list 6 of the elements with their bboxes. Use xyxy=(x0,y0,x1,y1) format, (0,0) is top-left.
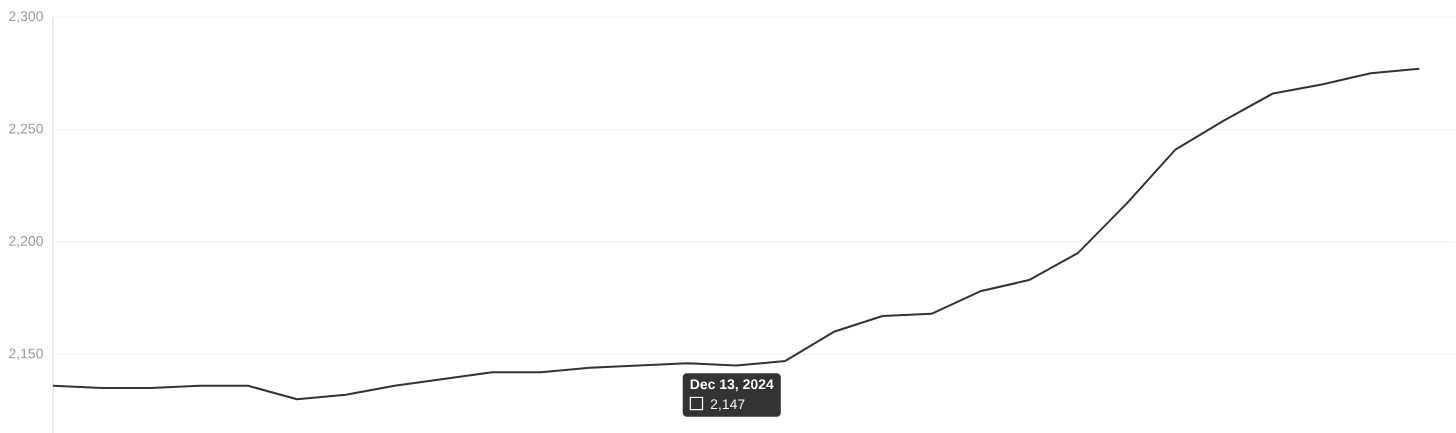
y-tick-label: 2,250 xyxy=(9,123,43,136)
y-tick-label: 2,200 xyxy=(9,236,43,248)
annotation: 2,147 xyxy=(710,399,745,411)
y-tick-label: 2,300 xyxy=(9,11,43,23)
annotation: Dec 13, 2024 xyxy=(690,379,774,392)
y-tick-label: 2,150 xyxy=(9,348,43,361)
